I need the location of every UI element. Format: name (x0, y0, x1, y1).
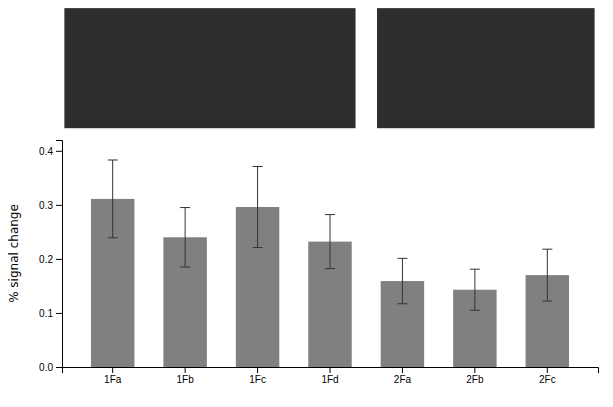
y-axis-title: % signal change (7, 204, 21, 303)
error-bar-cap (470, 310, 480, 311)
x-tick-label: 2Fb (466, 374, 484, 385)
error-bar (108, 160, 118, 238)
x-tick-label: 1Fb (177, 374, 195, 385)
error-bar (397, 258, 407, 303)
y-tick-mark (56, 367, 62, 368)
y-tick-mark (56, 151, 62, 152)
y-tick: 0.3 (39, 200, 62, 211)
error-bar-cap (180, 267, 190, 268)
error-bar-cap (180, 207, 190, 208)
error-bar (470, 269, 480, 310)
image-panel (64, 8, 355, 128)
error-bar-stem (547, 249, 548, 301)
y-tick: 0.4 (39, 146, 62, 157)
x-tick-mark (257, 367, 258, 373)
x-tick-label: 2Fa (394, 374, 412, 385)
error-bar-cap (470, 269, 480, 270)
error-bar-stem (474, 269, 475, 310)
chart-svg: 0.0 0.1 0.2 0.3 0.4 1Fa 1Fb 1Fc 1Fd 2Fa 2Fb 2Fc % si… (0, 0, 613, 407)
error-bar (325, 215, 335, 269)
x-tick-label: 2Fc (539, 374, 556, 385)
x-tick-mark (112, 367, 113, 373)
error-bar-cap (397, 258, 407, 259)
y-axis-line (56, 141, 63, 368)
x-tick-mark (185, 367, 186, 373)
error-bar-cap (108, 159, 118, 160)
x-tick: 1Fb (177, 367, 195, 385)
y-tick-label: 0.4 (39, 146, 53, 157)
x-tick: 2Fb (466, 367, 484, 385)
image-panels (64, 8, 594, 128)
x-tick: 1Fa (104, 367, 122, 385)
error-bar (253, 166, 263, 247)
y-tick: 0.0 (39, 362, 62, 373)
x-tick-mark (474, 367, 475, 373)
x-axis: 1Fa 1Fb 1Fc 1Fd 2Fa 2Fb 2Fc (63, 367, 599, 385)
y-tick-label: 0.3 (39, 200, 53, 211)
x-tick-mark (402, 367, 403, 373)
error-bar-stem (402, 258, 403, 303)
y-tick: 0.1 (39, 308, 62, 319)
y-axis: 0.0 0.1 0.2 0.3 0.4 (39, 141, 62, 373)
error-bar-cap (542, 249, 552, 250)
y-tick-mark (56, 259, 62, 260)
y-tick-label: 0.0 (39, 362, 53, 373)
y-tick: 0.2 (39, 254, 62, 265)
marks (91, 160, 569, 367)
y-tick-label: 0.2 (39, 254, 53, 265)
error-bar-cap (108, 237, 118, 238)
error-bar-stem (330, 215, 331, 269)
x-tick-label: 1Fc (249, 374, 266, 385)
error-bar-cap (253, 166, 263, 167)
error-bar-cap (253, 247, 263, 248)
x-tick: 2Fc (539, 367, 556, 385)
x-axis-line (63, 368, 599, 374)
error-bar (542, 249, 552, 301)
x-tick-label: 1Fd (321, 374, 338, 385)
x-tick-mark (547, 367, 548, 373)
chart-container: 0.0 0.1 0.2 0.3 0.4 1Fa 1Fb 1Fc 1Fd 2Fa 2Fb 2Fc % si… (0, 0, 613, 407)
x-tick-label: 1Fa (104, 374, 122, 385)
error-bar-cap (325, 268, 335, 269)
error-bar-cap (542, 301, 552, 302)
x-tick: 1Fc (249, 367, 266, 385)
error-bar (180, 208, 190, 267)
y-tick-mark (56, 205, 62, 206)
x-tick-mark (330, 367, 331, 373)
error-bar-stem (257, 166, 258, 247)
error-bar-stem (112, 160, 113, 238)
error-bar-stem (185, 208, 186, 267)
x-tick: 1Fd (321, 367, 338, 385)
y-tick-mark (56, 313, 62, 314)
y-tick-label: 0.1 (39, 308, 53, 319)
x-tick: 2Fa (394, 367, 412, 385)
error-bar-cap (397, 303, 407, 304)
error-bar-cap (325, 214, 335, 215)
image-panel (377, 8, 595, 128)
plot: 0.0 0.1 0.2 0.3 0.4 1Fa 1Fb 1Fc 1Fd 2Fa 2Fb 2Fc % si… (7, 141, 599, 386)
